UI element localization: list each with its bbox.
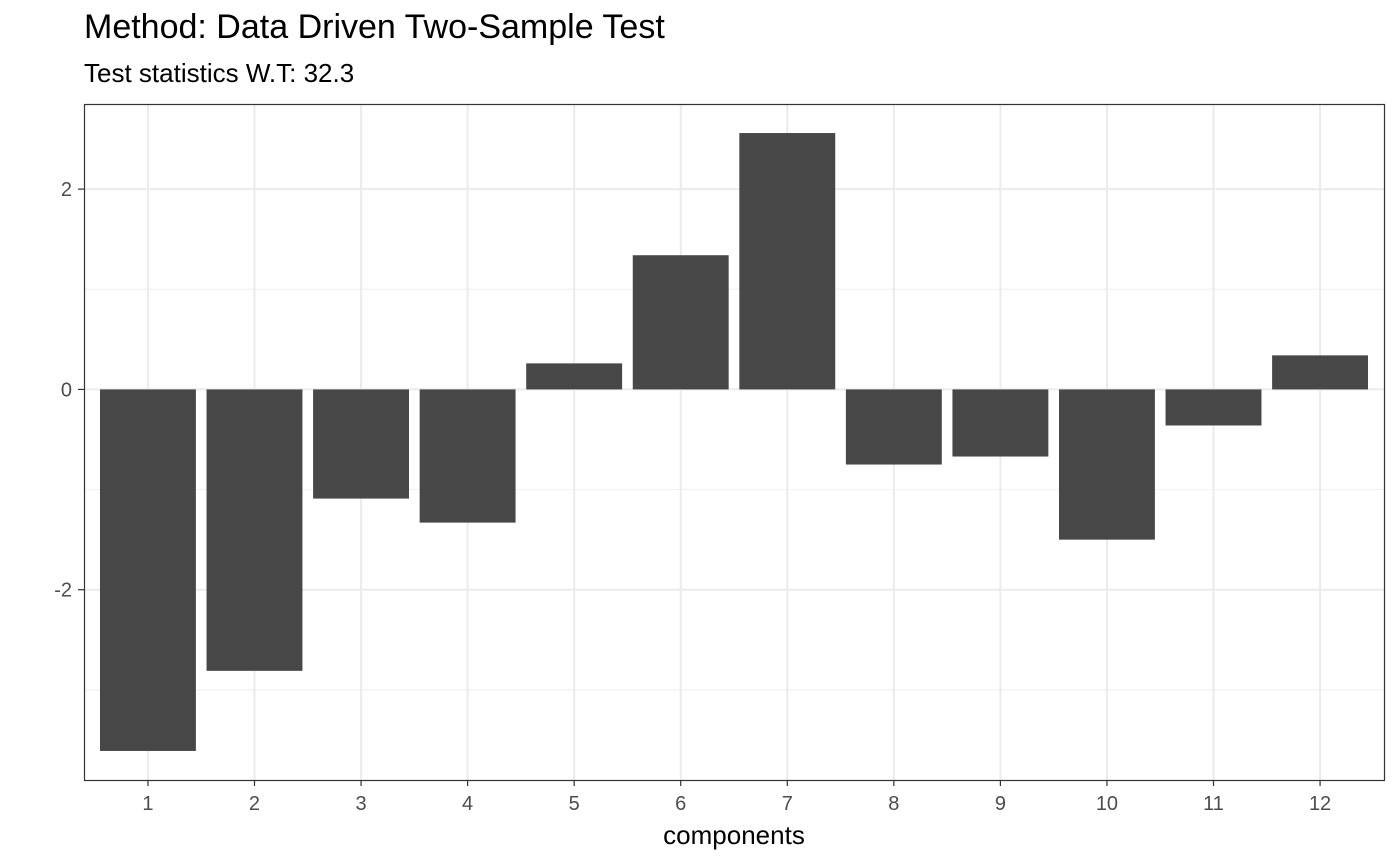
bar-12 xyxy=(1272,355,1369,390)
panel-border xyxy=(83,103,1386,782)
y-tick-label: 2 xyxy=(61,179,72,201)
bars xyxy=(99,133,1369,751)
x-axis: 1 2 3 4 5 6 7 8 9 10 11 12 xyxy=(142,780,1331,815)
chart-subtitle: Test statistics W.T: 32.3 xyxy=(84,58,355,88)
x-tick-label: 1 xyxy=(142,793,153,815)
y-tick-label: -2 xyxy=(54,580,72,602)
x-tick-label: 7 xyxy=(782,793,793,815)
x-tick-label: 12 xyxy=(1309,793,1331,815)
bar-7 xyxy=(739,133,836,390)
bar-8 xyxy=(845,389,942,465)
y-axis: -2 0 2 xyxy=(54,179,84,602)
y-tick-label: 0 xyxy=(61,379,72,401)
bar-4 xyxy=(419,389,516,523)
x-tick-label: 2 xyxy=(249,793,260,815)
bar-9 xyxy=(952,389,1049,457)
x-tick-label: 3 xyxy=(355,793,366,815)
x-tick-label: 11 xyxy=(1203,793,1224,815)
x-tick-label: 5 xyxy=(569,793,580,815)
x-tick-label: 9 xyxy=(995,793,1006,815)
bar-5 xyxy=(526,363,623,390)
chart-title: Method: Data Driven Two-Sample Test xyxy=(84,8,665,46)
x-tick-label: 6 xyxy=(675,793,686,815)
bar-2 xyxy=(206,389,303,671)
bar-10 xyxy=(1059,389,1155,540)
bar-1 xyxy=(99,389,196,751)
bar-3 xyxy=(313,389,409,499)
x-tick-label: 4 xyxy=(462,793,473,815)
bar-6 xyxy=(632,255,729,390)
x-tick-label: 10 xyxy=(1096,793,1118,815)
x-axis-title: components xyxy=(663,820,805,850)
bar-11 xyxy=(1165,389,1262,426)
x-tick-label: 8 xyxy=(888,793,899,815)
